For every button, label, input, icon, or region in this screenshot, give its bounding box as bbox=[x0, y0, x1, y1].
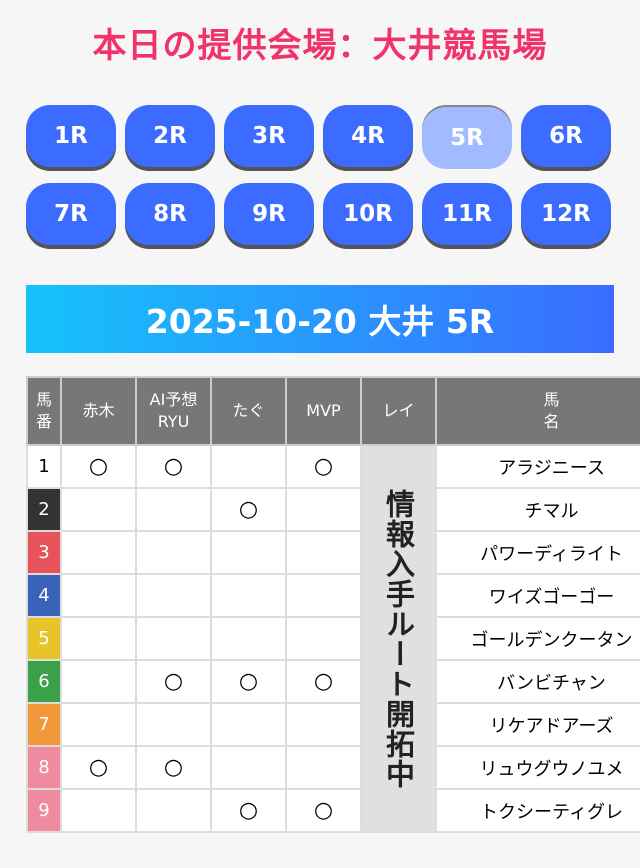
horse-name: バンビチャン bbox=[435, 659, 640, 704]
race-selector: 1R 2R 3R 4R 5R 6R 7R 8R 9R 10R 11R 12R bbox=[26, 105, 616, 245]
table-row: 3 パワーディライト bbox=[26, 530, 640, 575]
mark-tagu: ○ bbox=[210, 659, 287, 704]
mark-mvp bbox=[285, 530, 362, 575]
race-button-1R[interactable]: 1R bbox=[26, 105, 116, 167]
horse-number: 9 bbox=[26, 788, 62, 833]
table-row: 5 ゴールデンクータン bbox=[26, 616, 640, 661]
mark-mvp bbox=[285, 745, 362, 790]
horse-number: 3 bbox=[26, 530, 62, 575]
race-button-7R[interactable]: 7R bbox=[26, 183, 116, 245]
header-line: 馬 bbox=[543, 390, 560, 409]
horse-number: 5 bbox=[26, 616, 62, 661]
mark-tagu: ○ bbox=[210, 788, 287, 833]
mark-akagi: ○ bbox=[60, 444, 137, 489]
mark-tagu bbox=[210, 573, 287, 618]
table-row: 9 ○ ○ トクシーティグレ bbox=[26, 788, 640, 833]
horse-name: リケアドアーズ bbox=[435, 702, 640, 747]
mark-mvp bbox=[285, 573, 362, 618]
race-button-9R[interactable]: 9R bbox=[224, 183, 314, 245]
horse-number: 7 bbox=[26, 702, 62, 747]
horse-number: 2 bbox=[26, 487, 62, 532]
header-akagi: 赤木 bbox=[60, 376, 137, 446]
mark-mvp: ○ bbox=[285, 444, 362, 489]
mark-ai: ○ bbox=[135, 745, 212, 790]
horse-name: トクシーティグレ bbox=[435, 788, 640, 833]
header-line: 名 bbox=[543, 412, 560, 431]
race-button-4R[interactable]: 4R bbox=[323, 105, 413, 167]
horse-number: 6 bbox=[26, 659, 62, 704]
mark-akagi bbox=[60, 788, 137, 833]
mark-ai bbox=[135, 573, 212, 618]
table-row: 6 ○ ○ ○ バンビチャン bbox=[26, 659, 640, 704]
horse-number: 1 bbox=[26, 444, 62, 489]
mark-ai: ○ bbox=[135, 659, 212, 704]
header-number: 馬番 bbox=[26, 376, 62, 446]
mark-mvp bbox=[285, 487, 362, 532]
race-button-6R[interactable]: 6R bbox=[521, 105, 611, 167]
horse-name: パワーディライト bbox=[435, 530, 640, 575]
horse-name: ワイズゴーゴー bbox=[435, 573, 640, 618]
race-button-3R[interactable]: 3R bbox=[224, 105, 314, 167]
mark-mvp bbox=[285, 616, 362, 661]
race-button-2R[interactable]: 2R bbox=[125, 105, 215, 167]
mark-akagi bbox=[60, 702, 137, 747]
header-line: 馬 bbox=[35, 390, 52, 409]
header-line: RYU bbox=[157, 412, 190, 431]
table-row: 1 ○ ○ ○ 情報入手ルート開拓中 アラジニース bbox=[26, 444, 640, 833]
header-tagu: たぐ bbox=[210, 376, 287, 446]
mark-tagu bbox=[210, 616, 287, 661]
table-row: 8 ○ ○ リュウグウノユメ bbox=[26, 745, 640, 790]
mark-akagi bbox=[60, 530, 137, 575]
header-rei: レイ bbox=[360, 376, 437, 446]
header-line: 番 bbox=[35, 412, 52, 431]
page-title: 本日の提供会場：大井競馬場 bbox=[92, 26, 548, 66]
race-button-10R[interactable]: 10R bbox=[323, 183, 413, 245]
horse-number: 4 bbox=[26, 573, 62, 618]
prediction-table: 馬番 赤木 AI予想 RYU たぐ MVP レイ 馬名 1 ○ ○ ○ 情報入手ルート開拓… bbox=[26, 376, 640, 833]
horse-name: リュウグウノユメ bbox=[435, 745, 640, 790]
race-banner: 2025-10-20 大井 5R bbox=[26, 285, 614, 353]
table-row: 4 ワイズゴーゴー bbox=[26, 573, 640, 618]
mark-tagu bbox=[210, 702, 287, 747]
horse-name: ゴールデンクータン bbox=[435, 616, 640, 661]
rei-note-text: 情報入手ルート開拓中 bbox=[381, 488, 416, 789]
header-mvp: MVP bbox=[285, 376, 362, 446]
mark-tagu bbox=[210, 444, 287, 489]
mark-tagu bbox=[210, 745, 287, 790]
mark-mvp: ○ bbox=[285, 659, 362, 704]
rei-column-note: 情報入手ルート開拓中 bbox=[360, 444, 437, 833]
mark-akagi bbox=[60, 616, 137, 661]
mark-ai bbox=[135, 702, 212, 747]
table-row: 2 ○ チマル bbox=[26, 487, 640, 532]
mark-ai: ○ bbox=[135, 444, 212, 489]
mark-tagu bbox=[210, 530, 287, 575]
table-row: 7 リケアドアーズ bbox=[26, 702, 640, 747]
horse-name: チマル bbox=[435, 487, 640, 532]
mark-akagi: ○ bbox=[60, 745, 137, 790]
header-ai: AI予想 RYU bbox=[135, 376, 212, 446]
mark-ai bbox=[135, 788, 212, 833]
mark-mvp bbox=[285, 702, 362, 747]
mark-ai bbox=[135, 616, 212, 661]
horse-name: アラジニース bbox=[435, 444, 640, 489]
header-line: AI予想 bbox=[149, 390, 198, 409]
race-button-11R[interactable]: 11R bbox=[422, 183, 512, 245]
race-button-12R[interactable]: 12R bbox=[521, 183, 611, 245]
race-button-5R[interactable]: 5R bbox=[422, 107, 512, 169]
mark-akagi bbox=[60, 487, 137, 532]
mark-tagu: ○ bbox=[210, 487, 287, 532]
mark-ai bbox=[135, 530, 212, 575]
mark-ai bbox=[135, 487, 212, 532]
mark-akagi bbox=[60, 659, 137, 704]
race-button-8R[interactable]: 8R bbox=[125, 183, 215, 245]
mark-mvp: ○ bbox=[285, 788, 362, 833]
horse-number: 8 bbox=[26, 745, 62, 790]
header-horse-name: 馬名 bbox=[435, 376, 640, 446]
mark-akagi bbox=[60, 573, 137, 618]
